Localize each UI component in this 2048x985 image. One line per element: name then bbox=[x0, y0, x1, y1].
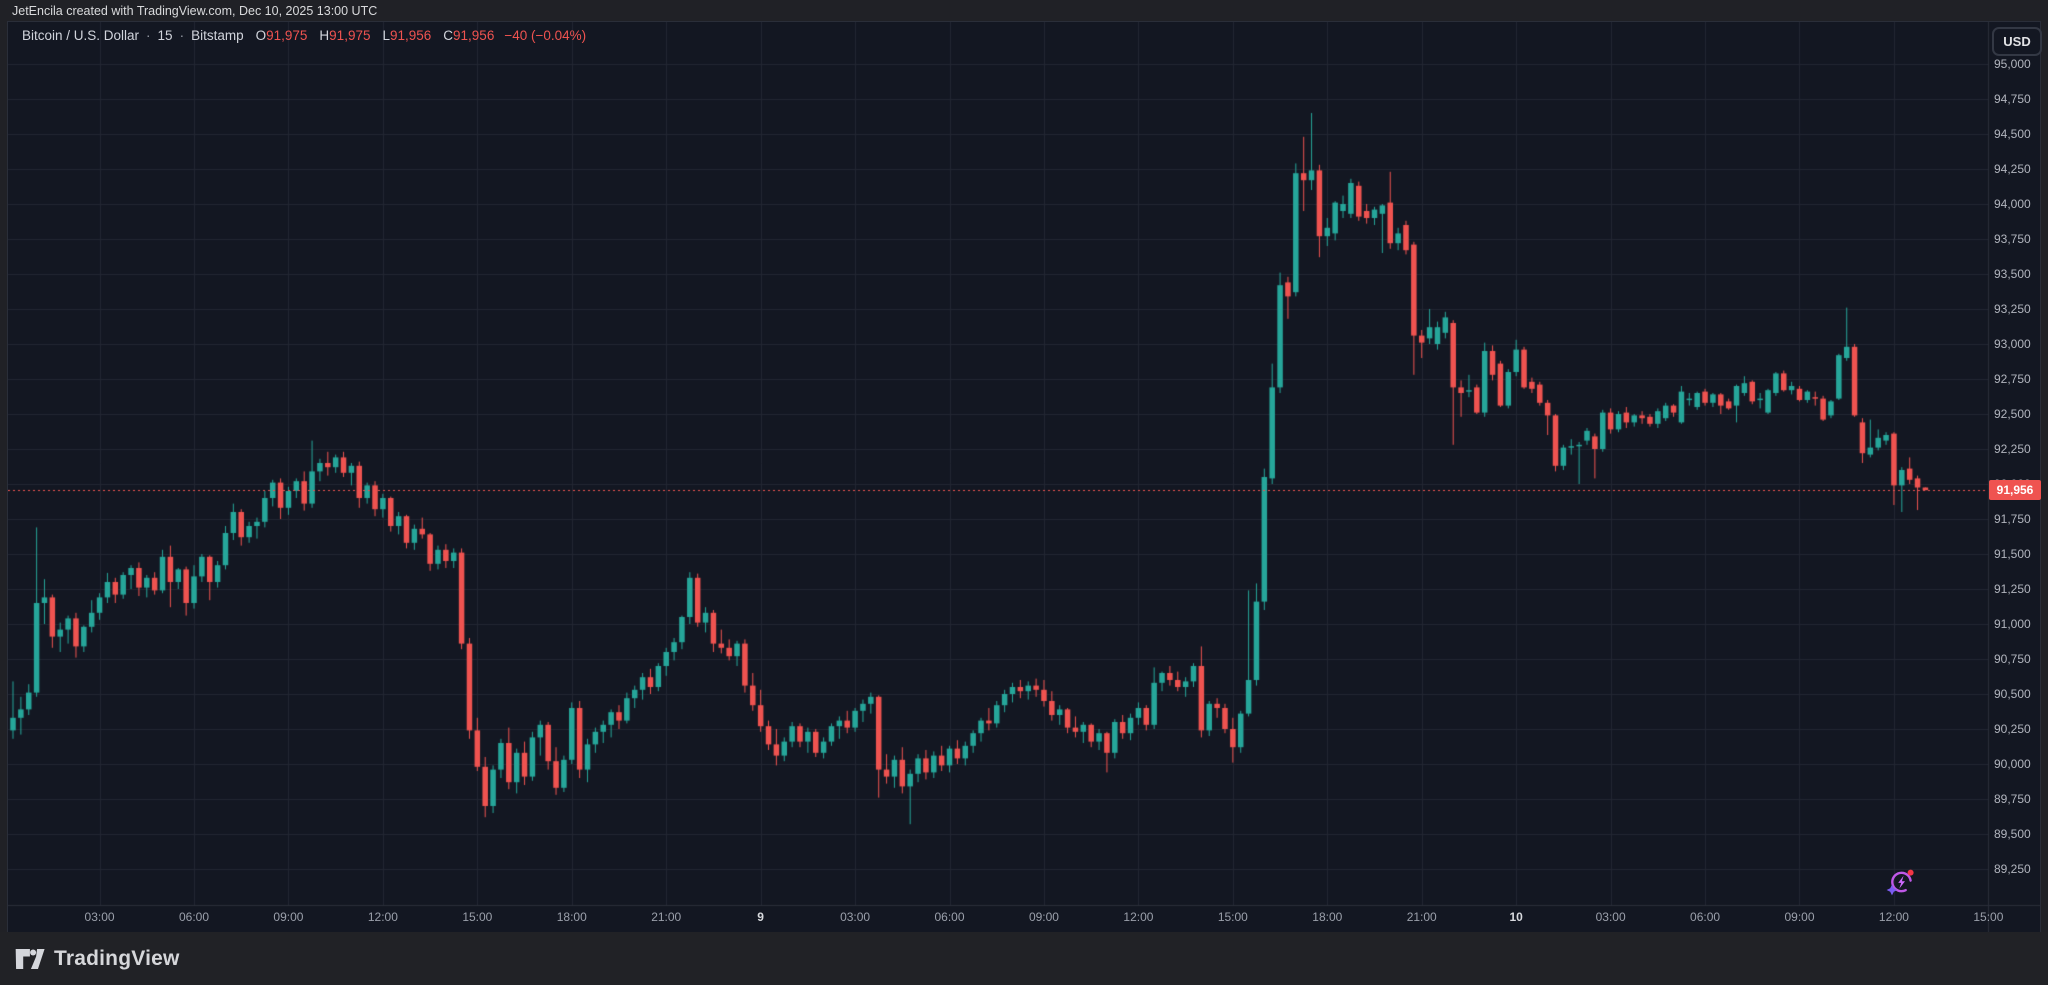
time-axis-label: 18:00 bbox=[556, 910, 587, 924]
time-axis-label: 03:00 bbox=[84, 910, 115, 924]
notification-dot-icon bbox=[1907, 869, 1914, 876]
price-axis-label: 92,250 bbox=[1994, 442, 2031, 456]
ohlc-close: C91,956 bbox=[443, 28, 495, 43]
brand-name: TradingView bbox=[54, 947, 180, 970]
exchange-label: Bitstamp bbox=[191, 28, 244, 43]
tradingview-mark-icon bbox=[15, 948, 45, 970]
time-axis-label: 9 bbox=[757, 910, 764, 924]
price-axis-label: 90,500 bbox=[1994, 687, 2031, 701]
interval-label[interactable]: 15 bbox=[157, 28, 173, 43]
time-axis-label: 18:00 bbox=[1312, 910, 1343, 924]
chart-widget: Bitcoin / U.S. Dollar · 15 · Bitstamp O91,975… bbox=[7, 21, 2042, 933]
price-axis-label: 93,000 bbox=[1994, 337, 2031, 351]
time-axis-label: 09:00 bbox=[1028, 910, 1059, 924]
price-axis-label: 94,500 bbox=[1994, 127, 2031, 141]
price-axis-label: 93,250 bbox=[1994, 302, 2031, 316]
legend-separator: · bbox=[146, 28, 151, 43]
footer-bar: TradingView bbox=[0, 932, 2048, 985]
time-axis[interactable]: 03:00 06:00 09:00 12:00 15:00 18:00 21:00 9 03:0… bbox=[8, 905, 2004, 932]
time-axis-label: 12:00 bbox=[1123, 910, 1154, 924]
lightning-bolt-icon bbox=[1898, 875, 1905, 889]
price-axis-label: 90,000 bbox=[1994, 757, 2031, 771]
ohlc-open: O91,975 bbox=[255, 28, 308, 43]
ai-sparkle-icon[interactable] bbox=[1885, 868, 1915, 896]
time-axis-label: 15:00 bbox=[1217, 910, 1248, 924]
time-axis-label: 09:00 bbox=[273, 910, 304, 924]
price-axis-label: 91,750 bbox=[1994, 512, 2031, 526]
price-axis-label: 89,500 bbox=[1994, 827, 2031, 841]
time-axis-label: 21:00 bbox=[1406, 910, 1437, 924]
price-axis-label: 93,500 bbox=[1994, 267, 2031, 281]
price-axis-label: 91,500 bbox=[1994, 547, 2031, 561]
price-axis-label: 91,000 bbox=[1994, 617, 2031, 631]
change-value: −40 (−0.04%) bbox=[504, 28, 587, 43]
time-axis-label: 06:00 bbox=[1690, 910, 1721, 924]
time-axis-label: 12:00 bbox=[1878, 910, 1909, 924]
legend-separator: · bbox=[179, 28, 185, 43]
ohlc-high: H91,975 bbox=[319, 28, 371, 43]
price-axis-label: 90,250 bbox=[1994, 722, 2031, 736]
time-axis-label: 03:00 bbox=[1595, 910, 1626, 924]
snapshot-title: JetEncila created with TradingView.com, … bbox=[12, 4, 378, 18]
price-axis-label: 94,250 bbox=[1994, 162, 2031, 176]
time-axis-label: 10 bbox=[1509, 910, 1523, 924]
tradingview-logo[interactable]: TradingView bbox=[14, 944, 180, 974]
time-axis-label: 15:00 bbox=[1973, 910, 2004, 924]
chart-legend: Bitcoin / U.S. Dollar · 15 · Bitstamp O91,975… bbox=[22, 26, 586, 46]
time-axis-label: 15:00 bbox=[462, 910, 493, 924]
price-axis-label: 94,750 bbox=[1994, 92, 2031, 106]
sparkle-star-icon bbox=[1886, 884, 1898, 896]
time-axis-label: 12:00 bbox=[367, 910, 398, 924]
time-axis-label: 09:00 bbox=[1784, 910, 1815, 924]
price-axis-label: 92,750 bbox=[1994, 372, 2031, 386]
ohlc-low: L91,956 bbox=[382, 28, 432, 43]
price-axis-label: 94,000 bbox=[1994, 197, 2031, 211]
price-axis-label: 92,500 bbox=[1994, 407, 2031, 421]
symbol-name[interactable]: Bitcoin / U.S. Dollar bbox=[22, 28, 140, 43]
price-axis[interactable]: 95,000 94,750 94,500 94,250 94,000 93,750 93,5… bbox=[1994, 22, 2040, 905]
price-axis-label: 89,750 bbox=[1994, 792, 2031, 806]
time-axis-label: 21:00 bbox=[651, 910, 682, 924]
currency-usd-button[interactable]: USD bbox=[1992, 27, 2042, 56]
price-axis-label: 89,250 bbox=[1994, 862, 2031, 876]
price-axis-label: 90,750 bbox=[1994, 652, 2031, 666]
time-axis-label: 06:00 bbox=[934, 910, 965, 924]
circle-arc-icon bbox=[1891, 871, 1912, 893]
time-axis-label: 06:00 bbox=[178, 910, 210, 924]
candlestick-chart-canvas[interactable] bbox=[8, 22, 2040, 932]
time-axis-label: 03:00 bbox=[840, 910, 871, 924]
price-axis-label: 93,750 bbox=[1994, 232, 2031, 246]
title-bar: JetEncila created with TradingView.com, … bbox=[0, 0, 2048, 22]
price-axis-label: 95,000 bbox=[1994, 57, 2031, 71]
price-axis-label: 91,250 bbox=[1994, 582, 2031, 596]
last-price-label: 91,956 bbox=[1989, 480, 2041, 501]
